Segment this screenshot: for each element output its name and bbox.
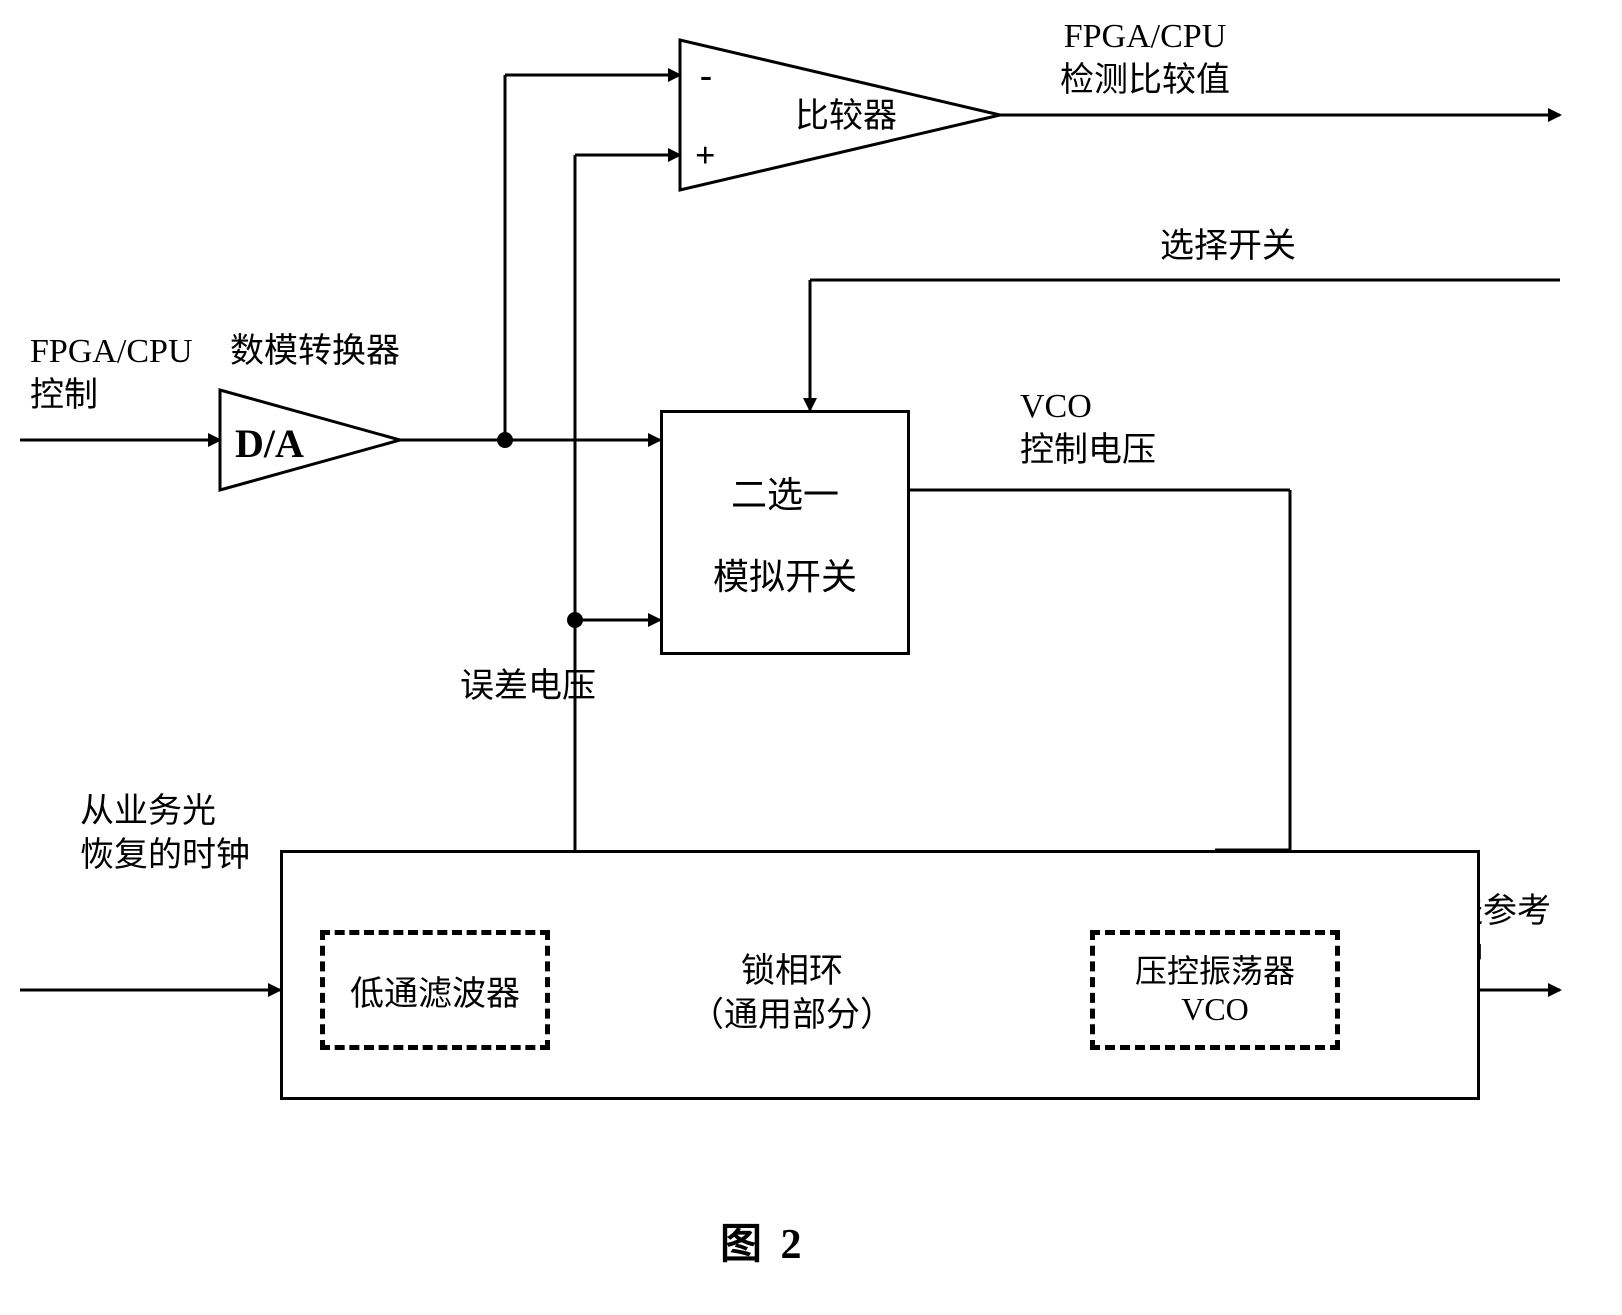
lpf-box: 低通滤波器 — [320, 930, 550, 1050]
da-label: D/A — [235, 418, 304, 470]
error-voltage-label: 误差电压 — [460, 665, 596, 709]
node-err-branch — [567, 612, 583, 628]
analog-switch-box: 二选一 模拟开关 — [660, 410, 910, 655]
comparator-label: 比较器 — [795, 95, 897, 139]
shapes-svg — [0, 0, 1622, 1315]
vco-ctrl-voltage-label: VCO 控制电压 — [1020, 385, 1156, 473]
comp-plus: + — [695, 132, 716, 179]
analog-switch-line2: 模拟开关 — [713, 548, 857, 600]
figure-label: 图 2 — [720, 1210, 806, 1271]
lpf-label: 低通滤波器 — [350, 966, 520, 1015]
fpga-control-label: FPGA/CPU 控制 — [30, 330, 193, 418]
diagram-canvas: D/A - + 比较器 FPGA/CPU 控制 数模转换器 FPGA/CPU 检… — [0, 0, 1622, 1315]
analog-switch-line1: 二选一 — [731, 466, 839, 518]
select-switch-label: 选择开关 — [1160, 225, 1296, 269]
node-da-branch — [497, 432, 513, 448]
vco-box: 压控振荡器 VCO — [1090, 930, 1340, 1050]
recovered-clock-label: 从业务光 恢复的时钟 — [80, 790, 250, 878]
dac-label: 数模转换器 — [230, 330, 400, 374]
comp-minus: - — [700, 52, 712, 99]
fpga-detect-label: FPGA/CPU 检测比较值 — [1060, 15, 1230, 103]
vco-label: 压控振荡器 VCO — [1135, 952, 1295, 1029]
pll-label: 锁相环 （通用部分） — [690, 950, 894, 1038]
